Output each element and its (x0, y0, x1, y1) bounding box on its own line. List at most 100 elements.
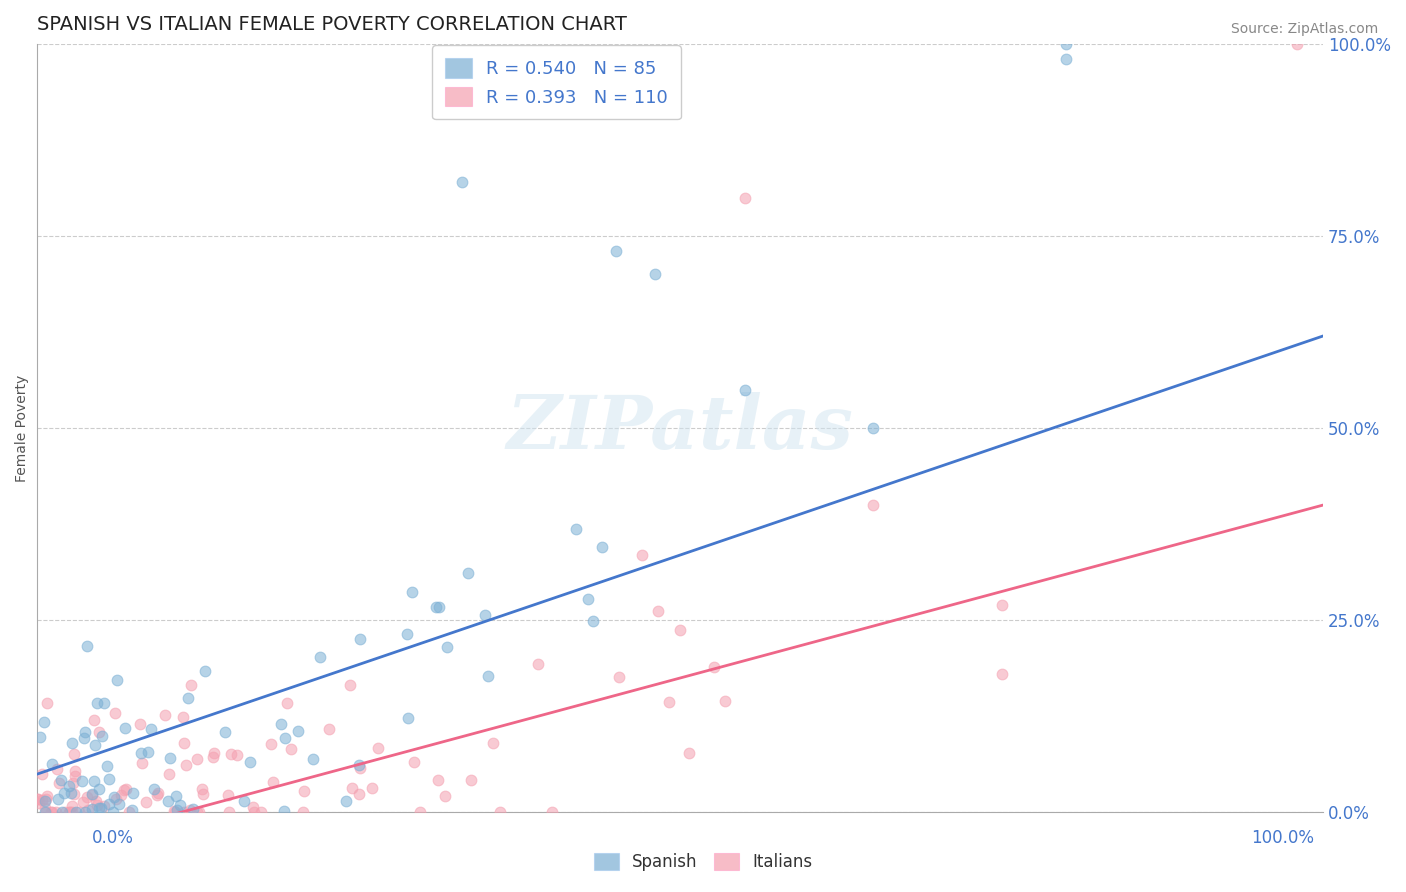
Point (395, 627, 418, 641)
Text: ZIPatlas: ZIPatlas (506, 392, 853, 465)
Point (242, 805, 264, 820)
Point (83, 738, 105, 752)
Point (169, 797, 191, 812)
Point (139, 722, 162, 736)
Point (104, 706, 127, 721)
Point (339, 678, 361, 692)
Point (607, 670, 630, 684)
Point (76, 803, 98, 817)
Point (157, 766, 180, 780)
Point (35, 792, 58, 806)
Point (83, 774, 105, 789)
Point (121, 803, 143, 817)
Point (404, 755, 426, 769)
Point (53, 805, 76, 820)
Point (202, 746, 225, 760)
Point (108, 797, 131, 812)
Point (280, 742, 302, 756)
Point (59, 786, 82, 800)
Point (62, 747, 84, 761)
Legend: R = 0.540   N = 85, R = 0.393   N = 110: R = 0.540 N = 85, R = 0.393 N = 110 (432, 45, 681, 120)
Point (273, 731, 295, 745)
Point (35, 696, 58, 710)
Point (238, 755, 260, 769)
Point (49, 773, 72, 788)
Point (990, 598, 1012, 612)
Point (1054, 52, 1077, 66)
Point (103, 789, 125, 804)
Point (28, 730, 51, 744)
Point (194, 664, 217, 678)
Point (131, 756, 153, 770)
Point (287, 724, 309, 739)
Point (60, 805, 83, 820)
Point (48, 775, 70, 789)
Point (340, 780, 363, 795)
Point (97, 797, 120, 812)
Point (669, 624, 692, 638)
Point (226, 748, 249, 763)
Point (349, 760, 371, 774)
Point (658, 695, 681, 709)
Point (990, 667, 1012, 681)
Point (143, 781, 166, 796)
Point (41, 756, 63, 771)
Point (110, 788, 132, 802)
Point (181, 802, 204, 816)
Point (250, 805, 273, 820)
Point (309, 650, 332, 665)
Point (426, 772, 449, 787)
Point (576, 591, 599, 606)
Point (482, 736, 505, 750)
Point (276, 696, 298, 710)
Point (136, 745, 159, 759)
Point (34, 805, 56, 820)
Point (41, 805, 63, 820)
Point (644, 268, 666, 282)
Point (565, 522, 588, 536)
Point (734, 191, 756, 205)
Point (70, 774, 93, 789)
Point (401, 585, 423, 599)
Point (93, 799, 115, 814)
Point (678, 746, 700, 760)
Point (1054, 37, 1077, 51)
Point (734, 383, 756, 397)
Point (67, 805, 90, 820)
Point (179, 803, 201, 817)
Point (862, 421, 884, 435)
Point (62, 787, 84, 801)
Point (527, 657, 550, 672)
Text: 0.0%: 0.0% (91, 829, 134, 847)
Point (191, 787, 214, 801)
Point (163, 805, 186, 819)
Point (65, 769, 87, 783)
Point (163, 805, 186, 820)
Point (86, 798, 108, 813)
Point (425, 600, 447, 615)
Point (39, 805, 62, 820)
Point (114, 722, 136, 736)
Point (84, 794, 107, 808)
Point (605, 244, 627, 259)
Point (427, 600, 450, 615)
Point (153, 708, 176, 723)
Point (177, 690, 200, 705)
Point (134, 795, 156, 809)
Point (45, 805, 67, 820)
Point (176, 757, 198, 772)
Point (540, 805, 562, 820)
Point (703, 660, 725, 674)
Point (292, 805, 315, 820)
Point (180, 677, 202, 691)
Point (82, 787, 104, 801)
Point (186, 805, 208, 820)
Point (361, 780, 384, 795)
Point (72, 796, 94, 810)
Point (262, 774, 284, 789)
Point (37, 789, 59, 803)
Point (217, 788, 239, 802)
Point (35, 805, 58, 820)
Point (186, 752, 208, 766)
Point (862, 498, 884, 512)
